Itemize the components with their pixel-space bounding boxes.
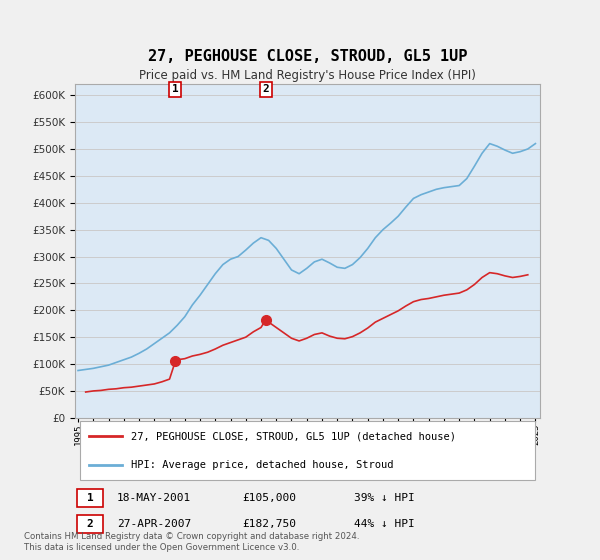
FancyBboxPatch shape xyxy=(80,421,535,480)
Text: £105,000: £105,000 xyxy=(242,493,296,503)
Text: 27, PEGHOUSE CLOSE, STROUD, GL5 1UP: 27, PEGHOUSE CLOSE, STROUD, GL5 1UP xyxy=(148,49,467,64)
Text: 1: 1 xyxy=(86,493,93,503)
Text: Price paid vs. HM Land Registry's House Price Index (HPI): Price paid vs. HM Land Registry's House … xyxy=(139,69,476,82)
Text: Contains HM Land Registry data © Crown copyright and database right 2024.
This d: Contains HM Land Registry data © Crown c… xyxy=(24,532,359,552)
Text: 44% ↓ HPI: 44% ↓ HPI xyxy=(354,519,415,529)
Text: 18-MAY-2001: 18-MAY-2001 xyxy=(117,493,191,503)
Text: 39% ↓ HPI: 39% ↓ HPI xyxy=(354,493,415,503)
FancyBboxPatch shape xyxy=(77,515,103,533)
Text: HPI: Average price, detached house, Stroud: HPI: Average price, detached house, Stro… xyxy=(131,460,394,470)
Text: 1: 1 xyxy=(172,85,179,95)
FancyBboxPatch shape xyxy=(77,488,103,507)
Text: 2: 2 xyxy=(263,85,269,95)
Text: 27, PEGHOUSE CLOSE, STROUD, GL5 1UP (detached house): 27, PEGHOUSE CLOSE, STROUD, GL5 1UP (det… xyxy=(131,431,456,441)
Text: 2: 2 xyxy=(86,519,93,529)
Text: £182,750: £182,750 xyxy=(242,519,296,529)
Text: 27-APR-2007: 27-APR-2007 xyxy=(117,519,191,529)
